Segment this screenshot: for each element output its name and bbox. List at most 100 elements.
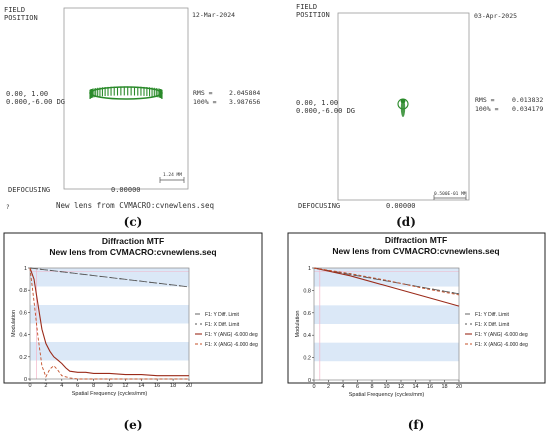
y-axis-label: Modulation: [11, 310, 17, 337]
panel-label-e: (e): [124, 418, 143, 432]
spot-cluster-d: [397, 98, 409, 117]
plot-area-e: 0 2 4 6 8 10 12 14 16 18 20 0 0.2 0.4 0.6 0.8 1 Spatial F…: [11, 266, 258, 397]
y-tick-label: 1: [308, 266, 311, 272]
rms-value-c: 2.045804: [229, 89, 260, 97]
x-tick-label: 4: [341, 384, 344, 390]
field-label-d-2: POSITION: [296, 11, 330, 19]
position-d-2: 0.000,-6.00 DG: [296, 107, 355, 115]
legend-entry: F1: Y Diff. Limit: [205, 312, 240, 318]
rms-label-c: RMS =: [193, 89, 213, 97]
panel-label-d: (d): [396, 215, 416, 229]
scale-text-d: 0.500E-01 MM: [434, 191, 467, 197]
x-axis-label: Spatial Frequency (cycles/mm): [72, 391, 148, 397]
y-tick-label: 0.8: [303, 288, 311, 294]
series-line-4: [29, 267, 189, 380]
plot-band: [30, 342, 189, 361]
plot-band: [30, 323, 189, 342]
x-tick-label: 8: [92, 383, 95, 389]
footer-mark-c: ?: [6, 204, 10, 211]
plot-band: [30, 286, 189, 305]
y-tick-label: 0: [308, 378, 311, 384]
position-c-1: 0.00, 1.00: [6, 90, 48, 98]
y-tick-label: 0: [24, 377, 27, 383]
series-line-3: [29, 267, 189, 377]
plot-band: [314, 268, 459, 287]
defocusing-value-d: 0.00000: [386, 202, 416, 210]
field-label-c-2: POSITION: [4, 14, 38, 22]
y-tick-label: 0.4: [19, 333, 27, 339]
x-tick-label: 10: [106, 383, 112, 389]
legend-entry: F1: Y Diff. Limit: [475, 312, 510, 318]
chart-title-f: Diffraction MTF: [385, 235, 447, 245]
spot-core-d: [400, 99, 406, 117]
chart-subtitle-e: New lens from CVMACRO:cvnewlens.seq: [49, 247, 216, 257]
x-tick-label: 6: [356, 384, 359, 390]
position-c-2: 0.000,-6.00 DG: [6, 98, 65, 106]
y-tick-label: 0.2: [303, 356, 311, 362]
defocusing-label-d: DEFOCUSING: [298, 202, 340, 210]
series-line-2: [29, 267, 190, 288]
pct-value-d: 0.034179: [512, 105, 543, 113]
legend-entry: F1: X Diff. Limit: [205, 322, 240, 328]
panel-label-c: (c): [124, 215, 143, 229]
x-tick-label: 18: [170, 383, 176, 389]
x-tick-label: 10: [383, 384, 389, 390]
y-tick-label: 0.2: [19, 355, 27, 361]
x-tick-label: 16: [427, 384, 433, 390]
x-tick-label: 2: [327, 384, 330, 390]
rms-value-d: 0.013832: [512, 96, 543, 104]
plot-band: [30, 360, 189, 379]
plot-band: [314, 324, 459, 343]
legend-entry: F1: Y (ANG) -6.000 deg: [205, 332, 258, 338]
x-tick-label: 14: [138, 383, 144, 389]
field-label-d-1: FIELD: [296, 3, 317, 11]
spot-diagram-c: FIELD POSITION 12-Mar-2024 0.00, 1.00 0.…: [4, 6, 260, 229]
date-d: 03-Apr-2025: [474, 12, 517, 20]
x-tick-label: 12: [398, 384, 404, 390]
defocusing-value-c: 0.00000: [111, 186, 141, 194]
x-tick-label: 16: [154, 383, 160, 389]
legend-entry: F1: Y (ANG) -6.000 deg: [475, 332, 528, 338]
pct-label-c: 100% =: [193, 98, 217, 106]
x-tick-label: 2: [44, 383, 47, 389]
series-line-3: [313, 267, 460, 307]
x-tick-label: 4: [60, 383, 63, 389]
plot-area-f: 0 2 4 6 8 10 12 14 16 18 20 0 0.2 0.4 0.6 0.8 1 Spatial F…: [295, 266, 528, 398]
field-label-c-1: FIELD: [4, 6, 25, 14]
scale-text-c: 1.24 MM: [163, 172, 182, 178]
legend-entry: F1: X (ANG) -6.000 deg: [205, 342, 258, 348]
footer-c: New lens from CVMACRO:cvnewlens.seq: [56, 201, 214, 210]
legend-entry: F1: X Diff. Limit: [475, 322, 510, 328]
x-axis-label: Spatial Frequency (cycles/mm): [349, 392, 425, 398]
plot-band: [314, 342, 459, 362]
x-tick-label: 8: [370, 384, 373, 390]
plot-band: [314, 361, 459, 380]
spot-cluster-c: [89, 86, 163, 100]
mtf-chart-f: Diffraction MTF New lens from CVMACRO:cv…: [287, 232, 546, 432]
y-tick-label: 0.8: [19, 288, 27, 294]
plot-band: [314, 286, 459, 306]
plot-band: [30, 305, 189, 324]
spot-frame-c: [63, 7, 189, 190]
plot-band: [314, 305, 459, 324]
x-tick-label: 18: [441, 384, 447, 390]
rms-label-d: RMS =: [475, 96, 495, 104]
x-tick-label: 14: [412, 384, 418, 390]
y-axis-label: Modulation: [295, 311, 301, 338]
spot-diagram-d: FIELD POSITION 03-Apr-2025 0.00, 1.00 0.…: [296, 3, 543, 229]
legend-entry: F1: X (ANG) -6.000 deg: [475, 342, 528, 348]
y-tick-label: 0.6: [19, 310, 27, 316]
x-tick-label: 20: [456, 384, 462, 390]
y-tick-label: 0.6: [303, 311, 311, 317]
x-tick-label: 0: [28, 383, 31, 389]
series-line-4: [313, 267, 460, 296]
y-tick-label: 1: [24, 266, 27, 272]
spot-ring-c: [89, 86, 163, 100]
spot-center-d: [400, 98, 406, 104]
series-line-1: [313, 267, 460, 295]
x-tick-label: 12: [122, 383, 128, 389]
mtf-chart-e: Diffraction MTF New lens from CVMACRO:cv…: [3, 232, 263, 432]
x-tick-label: 20: [186, 383, 192, 389]
spot-frame-d: [337, 12, 470, 201]
